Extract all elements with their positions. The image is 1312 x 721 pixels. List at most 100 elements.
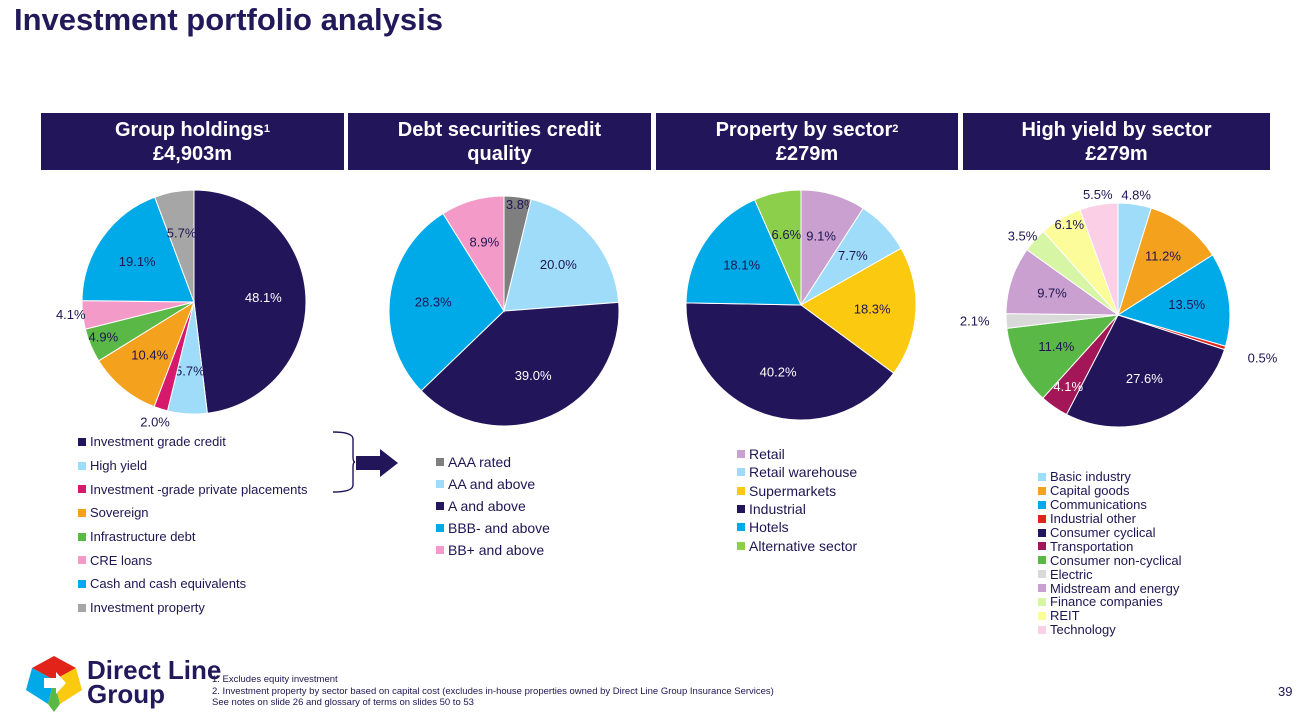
chart-subtitle: £279m <box>1085 142 1148 165</box>
chart-header-debt-quality: Debt securities credit quality <box>348 113 651 170</box>
chart-title: Debt securities credit <box>397 118 602 141</box>
legend-swatch <box>78 603 86 612</box>
legend-item-a-and-above: A and above <box>436 495 550 517</box>
legend-swatch <box>78 579 86 588</box>
legend-item-communications: Communications <box>1038 498 1182 512</box>
footnote-2: 2. Investment property by sector based o… <box>212 685 774 697</box>
pie-label-industrial-other: 0.5% <box>1248 351 1278 366</box>
legend-label: Supermarkets <box>749 482 837 499</box>
legend-label: Consumer cyclical <box>1050 525 1156 540</box>
legend-label: Consumer non-cyclical <box>1050 552 1182 568</box>
legend-item-finance-companies: Finance companies <box>1038 595 1182 609</box>
legend-item-bb-and-above: BB+ and above <box>436 539 550 561</box>
legend-item-reit: REIT <box>1038 609 1182 623</box>
pie-slice-investment-grade-credit <box>193 189 307 414</box>
legend-item-aaa-rated: AAA rated <box>436 451 550 473</box>
pie-slice-consumer-non-cyclical <box>1006 314 1120 399</box>
legend-item-infrastructure-debt: Infrastructure debt <box>78 525 308 549</box>
pie-label-consumer-non-cyclical: 11.4% <box>1038 339 1074 354</box>
pie-label-transportation: 4.1% <box>1053 379 1083 394</box>
legend-label: High yield <box>90 458 148 474</box>
legend-swatch <box>78 508 86 517</box>
pie-slice-technology <box>1079 202 1119 316</box>
chart-header-property-sector: Property by sector2 £279m <box>656 113 958 170</box>
legend-swatch <box>1038 542 1046 551</box>
legend-swatch <box>1038 528 1046 537</box>
legend-property-sector: Retail Retail warehouse Supermarkets Indust… <box>737 445 857 555</box>
legend-item-investment-grade-credit: Investment grade credit <box>78 430 308 454</box>
legend-swatch <box>78 485 86 494</box>
legend-item-midstream-and-energy: Midstream and energy <box>1038 581 1182 595</box>
page-title: Investment portfolio analysis <box>14 2 443 37</box>
pie-label-cash-and-cash-equivalents: 19.1% <box>119 254 156 269</box>
legend-item-cash-and-cash-equivalents: Cash and cash equivalents <box>78 572 308 596</box>
legend-item-investment-grade-private-placements: Investment -grade private placements <box>78 477 308 501</box>
bracket-icon <box>332 431 355 493</box>
legend-label: Communications <box>1050 497 1147 513</box>
legend-item-technology: Technology <box>1038 623 1182 637</box>
pie-label-capital-goods: 11.2% <box>1145 248 1181 263</box>
legend-label: Industrial <box>749 501 806 518</box>
legend-label: Investment grade credit <box>90 434 226 450</box>
pie-slice-bb-and-above <box>442 195 505 313</box>
legend-group-holdings: Investment grade credit High yield Investm… <box>78 430 308 620</box>
legend-swatch <box>436 546 444 554</box>
pie-slice-industrial <box>685 302 895 421</box>
pie-label-sovereign: 10.4% <box>131 348 168 363</box>
legend-label: Hotels <box>749 519 789 536</box>
footnote-ref: 2 <box>892 122 899 135</box>
legend-item-supermarkets: Supermarkets <box>737 482 857 500</box>
legend-swatch <box>1038 584 1046 593</box>
pie-slice-investment-property <box>154 189 195 303</box>
chart-header-high-yield: High yield by sector £279m <box>963 113 1270 170</box>
legend-item-consumer-cyclical: Consumer cyclical <box>1038 526 1182 540</box>
pie-label-technology: 5.5% <box>1083 187 1113 202</box>
pie-label-investment-grade-private-placements: 2.0% <box>140 414 170 429</box>
legend-swatch <box>1038 611 1046 620</box>
legend-swatch <box>737 505 745 514</box>
pie-slice-alternative-sector <box>754 189 802 306</box>
footnote-1: 1. Excludes equity investment <box>212 674 338 685</box>
pie-label-supermarkets: 18.3% <box>854 301 891 316</box>
legend-label: Transportation <box>1050 538 1134 554</box>
pie-slice-supermarkets <box>800 247 917 374</box>
pie-slice-a-and-above <box>420 301 620 427</box>
legend-item-basic-industry: Basic industry <box>1038 470 1182 484</box>
legend-swatch <box>78 532 86 541</box>
legend-swatch <box>1038 500 1046 509</box>
pie-label-alternative-sector: 6.6% <box>772 227 802 242</box>
legend-label: BB+ and above <box>448 542 545 558</box>
pie-label-industrial: 40.2% <box>760 365 797 380</box>
footnote-ref: 1 <box>263 122 270 135</box>
pie-slice-aa-and-above <box>503 198 620 312</box>
chart-title: High yield by sector <box>1021 118 1212 141</box>
legend-item-alternative-sector: Alternative sector <box>737 536 857 554</box>
legend-item-bbb-and-above: BBB- and above <box>436 517 550 539</box>
legend-label: Technology <box>1050 622 1116 638</box>
pie-label-hotels: 18.1% <box>723 257 760 272</box>
legend-item-consumer-non-cyclical: Consumer non-cyclical <box>1038 553 1182 567</box>
legend-label: Basic industry <box>1050 469 1131 485</box>
legend-label: CRE loans <box>90 552 153 568</box>
arrow-right-icon <box>356 449 398 477</box>
legend-item-sovereign: Sovereign <box>78 501 308 525</box>
pie-slice-capital-goods <box>1117 207 1214 317</box>
legend-swatch <box>436 480 444 488</box>
legend-swatch <box>737 468 745 477</box>
pie-slice-sovereign <box>98 300 195 408</box>
pie-label-aa-and-above: 20.0% <box>540 257 577 272</box>
legend-label: Finance companies <box>1050 594 1163 610</box>
chart-header-group-holdings: Group holdings1 £4,903m <box>41 113 344 170</box>
legend-label: Capital goods <box>1050 483 1130 499</box>
legend-item-capital-goods: Capital goods <box>1038 484 1182 498</box>
legend-label: Alternative sector <box>749 537 858 554</box>
legend-swatch <box>1038 625 1046 634</box>
chart-subtitle: quality <box>467 142 532 165</box>
legend-item-hotels: Hotels <box>737 518 857 536</box>
pie-label-high-yield: 5.7% <box>175 363 205 378</box>
legend-label: REIT <box>1050 608 1080 624</box>
pie-slice-cash-and-cash-equivalents <box>81 196 195 303</box>
pie-label-infrastructure-debt: 4.9% <box>89 330 119 345</box>
legend-item-retail-warehouse: Retail warehouse <box>737 463 857 481</box>
chart-subtitle: £279m <box>775 142 839 165</box>
